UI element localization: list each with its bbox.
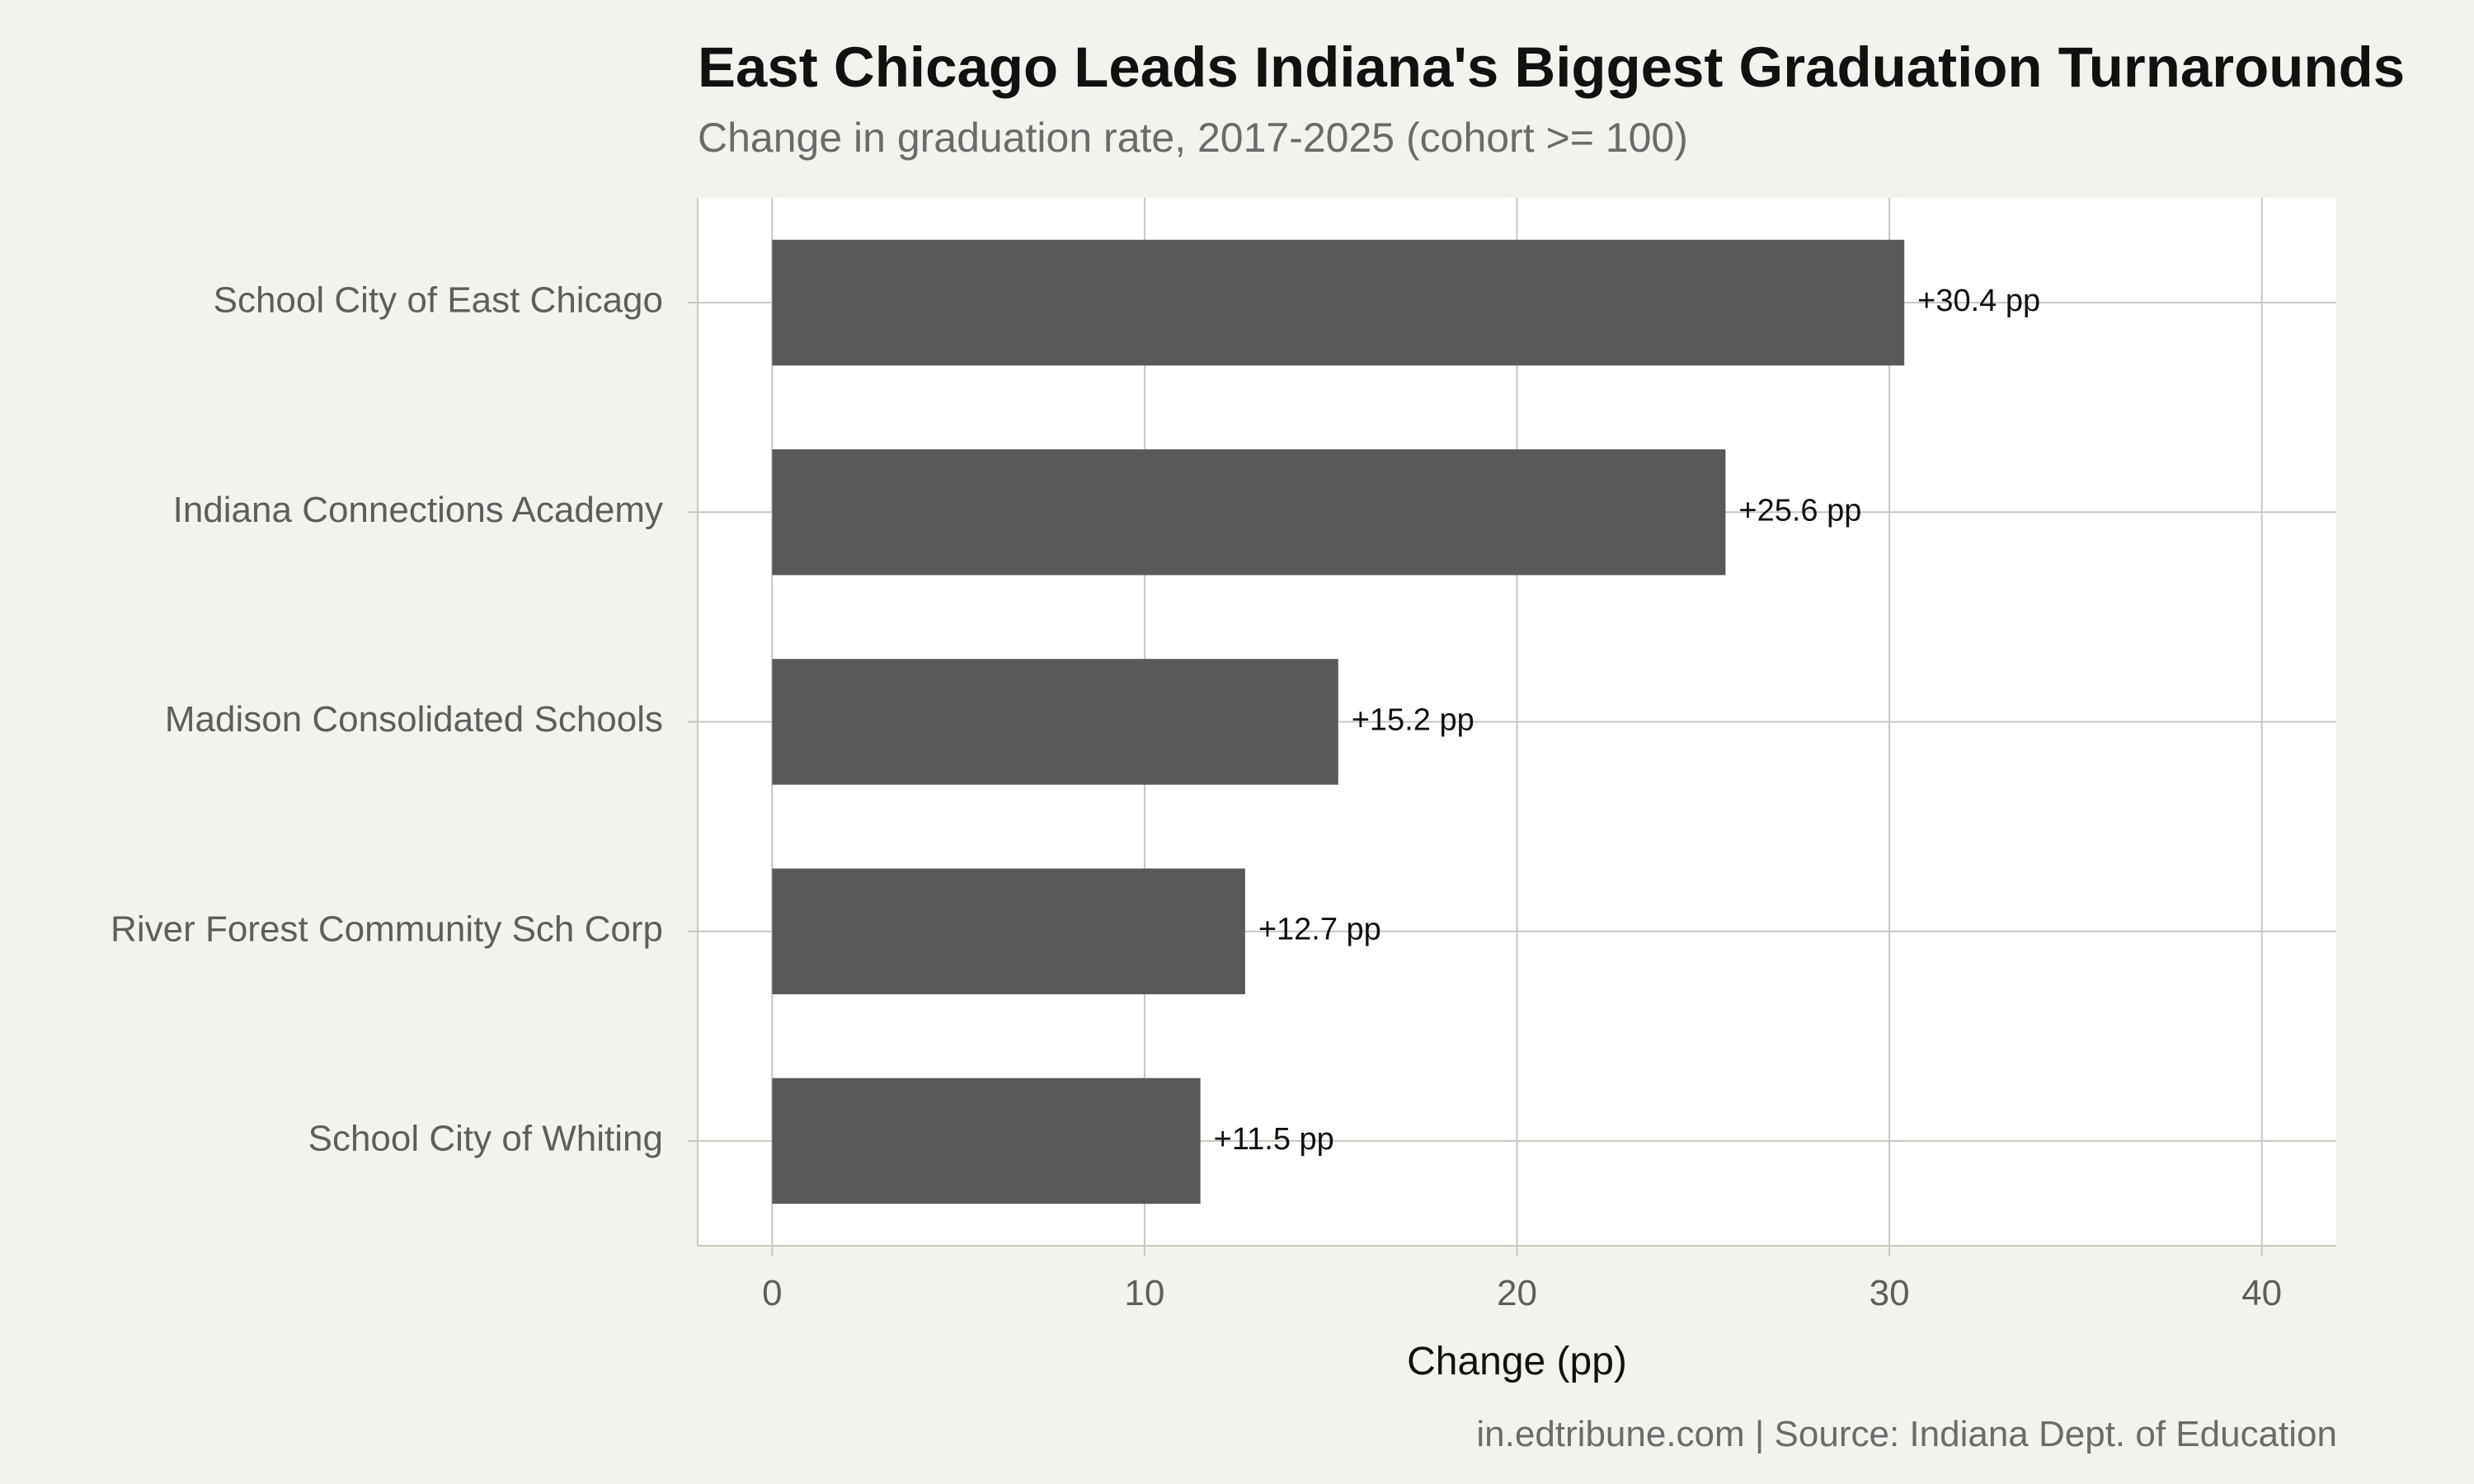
y-tick-label: Indiana Connections Academy	[173, 490, 663, 530]
bar	[772, 1078, 1201, 1205]
bar-data-label: +25.6 pp	[1738, 493, 1861, 528]
x-tick-label: 40	[2241, 1273, 2282, 1313]
bar-data-label: +11.5 pp	[1214, 1122, 1334, 1157]
bars	[772, 239, 1905, 1205]
bar	[772, 868, 1245, 994]
bar	[772, 659, 1338, 785]
x-tick-label: 20	[1497, 1273, 1537, 1313]
chart-subtitle: Change in graduation rate, 2017-2025 (co…	[698, 115, 1688, 161]
bar-data-label: +30.4 pp	[1917, 284, 2040, 318]
bar-data-label: +12.7 pp	[1258, 913, 1381, 947]
y-tick-label: School City of Whiting	[308, 1119, 663, 1159]
x-tick-label: 10	[1124, 1273, 1164, 1313]
chart-caption: in.edtribune.com | Source: Indiana Dept.…	[1476, 1414, 2337, 1454]
bar	[772, 239, 1905, 366]
chart-title: East Chicago Leads Indiana's Biggest Gra…	[698, 36, 2406, 99]
x-axis-title: Change (pp)	[1407, 1340, 1627, 1383]
bar-data-label: +15.2 pp	[1352, 703, 1475, 738]
x-tick-label: 30	[1870, 1273, 1910, 1313]
y-tick-label: River Forest Community Sch Corp	[111, 909, 663, 949]
x-tick-label: 0	[762, 1273, 782, 1313]
bar	[772, 449, 1726, 575]
y-tick-label: School City of East Chicago	[214, 280, 663, 321]
y-tick-label: Madison Consolidated Schools	[165, 699, 663, 740]
axes: 0 10 20 30 40 School City of East Chicago Indi…	[111, 198, 2336, 1313]
data-labels: +30.4 pp +25.6 pp +15.2 pp +12.7 pp +11.5 pp	[1214, 284, 2040, 1157]
